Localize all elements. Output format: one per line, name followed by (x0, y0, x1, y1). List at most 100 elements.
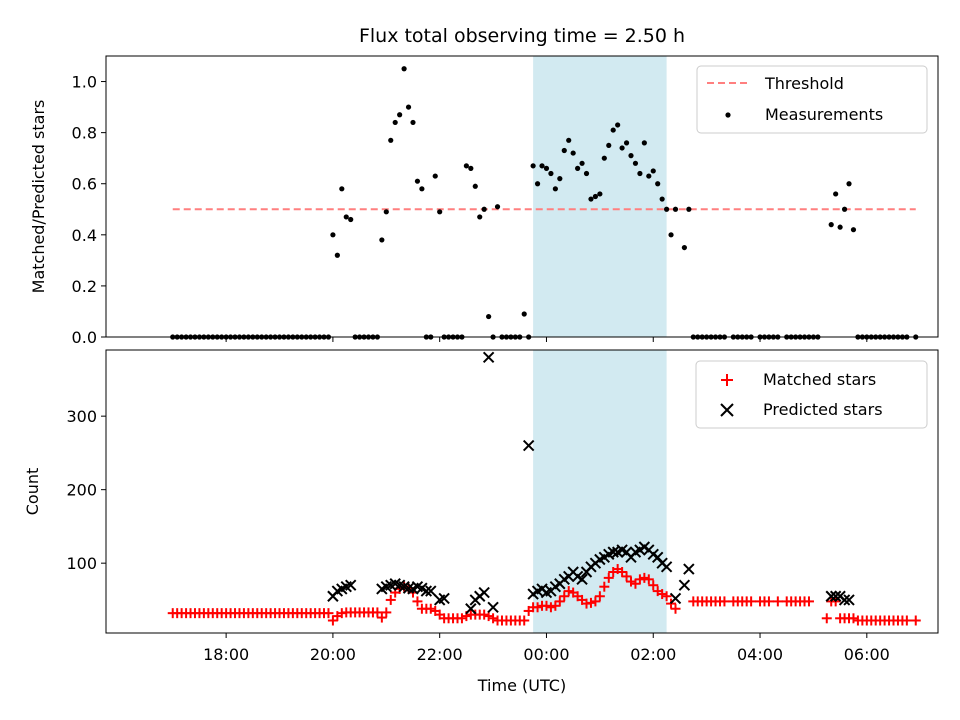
predicted-point (660, 561, 673, 573)
bottom-y-tick-label: 100 (66, 554, 97, 573)
measurement-point (833, 191, 839, 197)
measurement-point (348, 216, 354, 223)
measurement-point (494, 204, 501, 210)
measurement-point (632, 160, 639, 166)
matched-point (376, 612, 387, 623)
predicted-point (669, 592, 682, 605)
predicted-point (829, 590, 842, 602)
matched-point (590, 596, 601, 607)
matched-point (901, 615, 912, 626)
matched-point (559, 591, 570, 602)
measurements-legend-swatch (725, 112, 731, 118)
measurement-point (334, 252, 340, 258)
predicted-point (651, 551, 664, 563)
matched-point (719, 596, 730, 607)
bottom-x-ticks: 18:00 20:00 22:00 00:00 02:00 04:00 06:00 (203, 633, 890, 664)
measurement-point (646, 173, 652, 179)
measurement-point (628, 153, 634, 159)
top-y-ticks: 0.0 0.2 0.4 0.6 0.8 1.0 (72, 73, 106, 347)
matched-point (532, 602, 543, 613)
predicted-point (607, 546, 619, 558)
matched-point (412, 596, 423, 607)
x-tick-label: 02:00 (630, 645, 676, 664)
threshold-legend-label: Threshold (764, 74, 844, 93)
matched-point (545, 602, 556, 613)
measurement-point (463, 163, 469, 169)
matched-point (848, 613, 859, 624)
measurement-point (579, 160, 585, 166)
top-y-tick-label: 0.8 (72, 124, 97, 143)
measurement-point (841, 206, 848, 212)
matched-point (634, 574, 645, 585)
matched-point (327, 615, 338, 626)
top-y-axis-label: Matched/Predicted stars (29, 100, 48, 294)
measurement-point (615, 122, 621, 128)
measurement-point (432, 173, 438, 179)
measurement-point (592, 193, 599, 200)
measurement-point (405, 104, 412, 110)
predicted-point (487, 601, 499, 613)
matched-point (661, 591, 672, 602)
top-y-tick-label: 0.2 (72, 277, 97, 296)
matched-point (657, 589, 668, 600)
measurement-point (401, 66, 407, 72)
bottom-y-tick-label: 300 (66, 407, 97, 426)
predicted-point (843, 594, 855, 606)
measurement-point (672, 206, 679, 212)
matched-point (630, 578, 641, 589)
top-y-tick-label: 0.4 (72, 226, 97, 245)
bottom-y-axis-label: Count (23, 468, 42, 516)
x-tick-label: 04:00 (737, 645, 783, 664)
measurement-point (610, 127, 616, 133)
predicted-point (825, 590, 837, 602)
matched-point (821, 613, 832, 624)
measurement-point (619, 145, 625, 151)
measurement-point (419, 186, 425, 192)
x-tick-label: 00:00 (523, 645, 569, 664)
matched-point (563, 586, 574, 597)
measurements-legend-label: Measurements (765, 105, 883, 124)
measurement-point (343, 214, 349, 220)
matched-point (456, 613, 467, 624)
measurement-point (486, 313, 492, 320)
top-legend: Threshold Measurements (696, 65, 928, 134)
bottom-legend-box (695, 360, 928, 429)
measurement-point (659, 196, 665, 202)
measurement-point (339, 186, 345, 192)
matched-legend-swatch (721, 374, 733, 386)
predicted-point (402, 582, 415, 594)
measurement-point (606, 142, 612, 149)
top-legend-box (696, 65, 928, 134)
matched-point (372, 607, 383, 618)
measurement-point (530, 163, 536, 169)
matched-point (670, 603, 681, 614)
matched-legend-label: Matched stars (763, 370, 876, 389)
bottom-y-ticks: 100 200 300 (66, 407, 106, 573)
bottom-observing-shade (533, 350, 667, 633)
measurement-point (534, 181, 541, 187)
measurement-point (597, 191, 603, 197)
bottom-axes: 100 200 300 18:00 20:00 22:00 00:00 02:00 04:00… (23, 349, 939, 695)
measurement-point (837, 224, 843, 230)
measurement-point (330, 232, 336, 238)
matched-point (323, 608, 334, 619)
top-x-ticks (225, 337, 868, 342)
bottom-y-tick-label: 200 (66, 481, 97, 500)
matched-point (772, 596, 783, 607)
predicted-point (522, 439, 535, 452)
top-y-tick-label: 0.6 (72, 175, 97, 194)
matched-point (381, 607, 392, 618)
top-y-tick-label: 1.0 (72, 73, 97, 92)
top-axes: 0.0 0.2 0.4 0.6 0.8 1.0 Matched/Predicted sta… (29, 55, 939, 347)
measurement-point (477, 214, 483, 220)
predicted-point (438, 592, 450, 605)
measurement-point (521, 311, 527, 317)
measurement-point (392, 119, 398, 126)
measurement-point (561, 147, 567, 154)
measurement-point (828, 222, 834, 228)
measurement-point (539, 163, 545, 169)
matched-point (617, 566, 628, 577)
predicted-point (478, 586, 490, 599)
matched-point (519, 615, 530, 626)
